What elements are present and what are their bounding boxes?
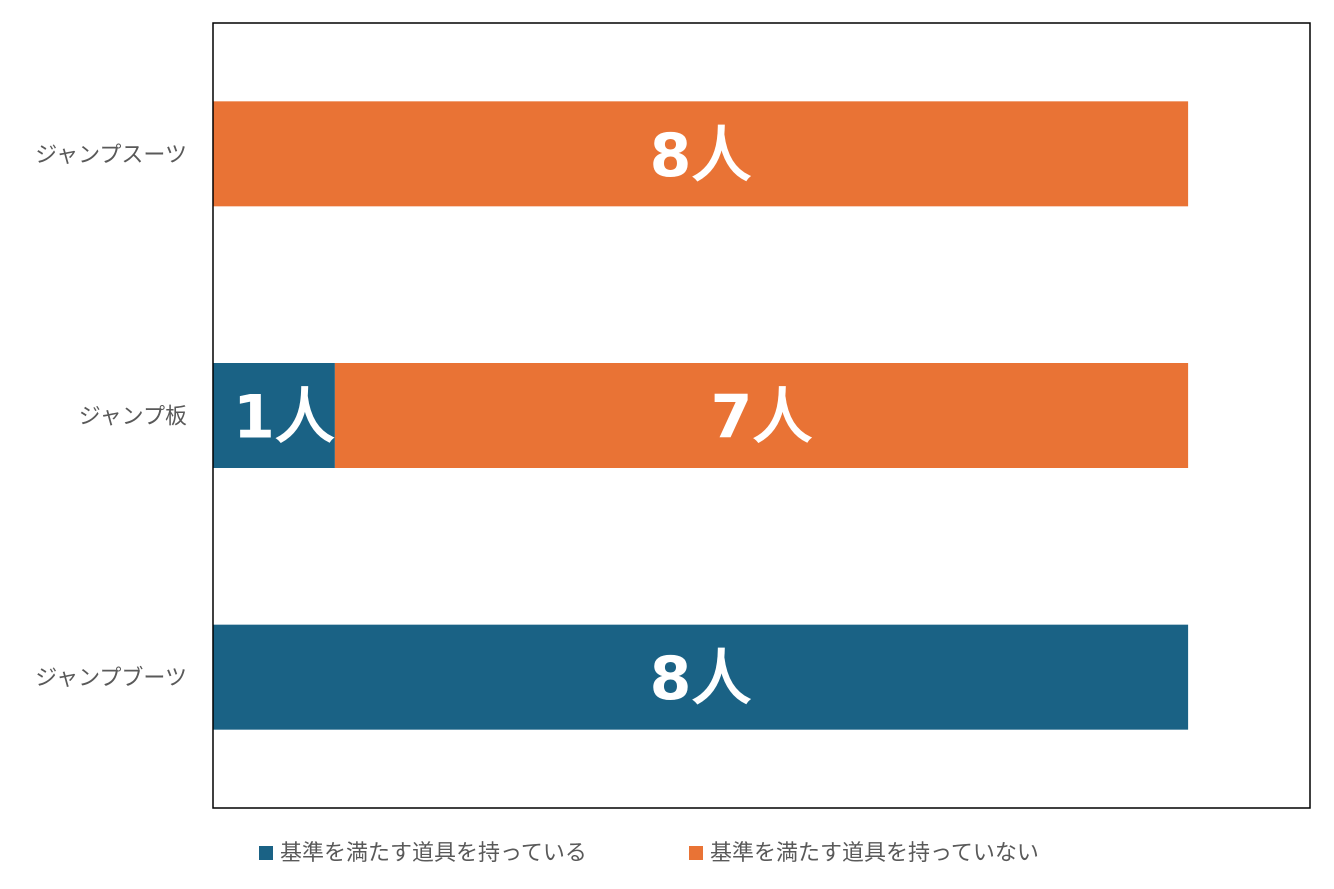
plot-area-border	[212, 22, 1311, 809]
legend-label: 基準を満たす道具を持っている	[280, 841, 587, 866]
bar-segment	[213, 624, 1189, 730]
legend-swatch	[689, 846, 703, 860]
data-label: 8人	[650, 121, 752, 191]
legend-swatch	[259, 846, 273, 860]
bar-segment	[334, 363, 1189, 468]
category-label: ジャンプ板	[79, 405, 187, 430]
data-label: 1人	[233, 383, 335, 453]
category-label: ジャンプブーツ	[35, 666, 187, 691]
bar-segment	[213, 363, 335, 468]
bar-segment	[213, 101, 1189, 207]
category-label: ジャンプスーツ	[35, 143, 187, 168]
data-label: 7人	[711, 383, 813, 453]
data-label: 8人	[650, 644, 752, 714]
legend-label: 基準を満たす道具を持っていない	[710, 841, 1039, 866]
